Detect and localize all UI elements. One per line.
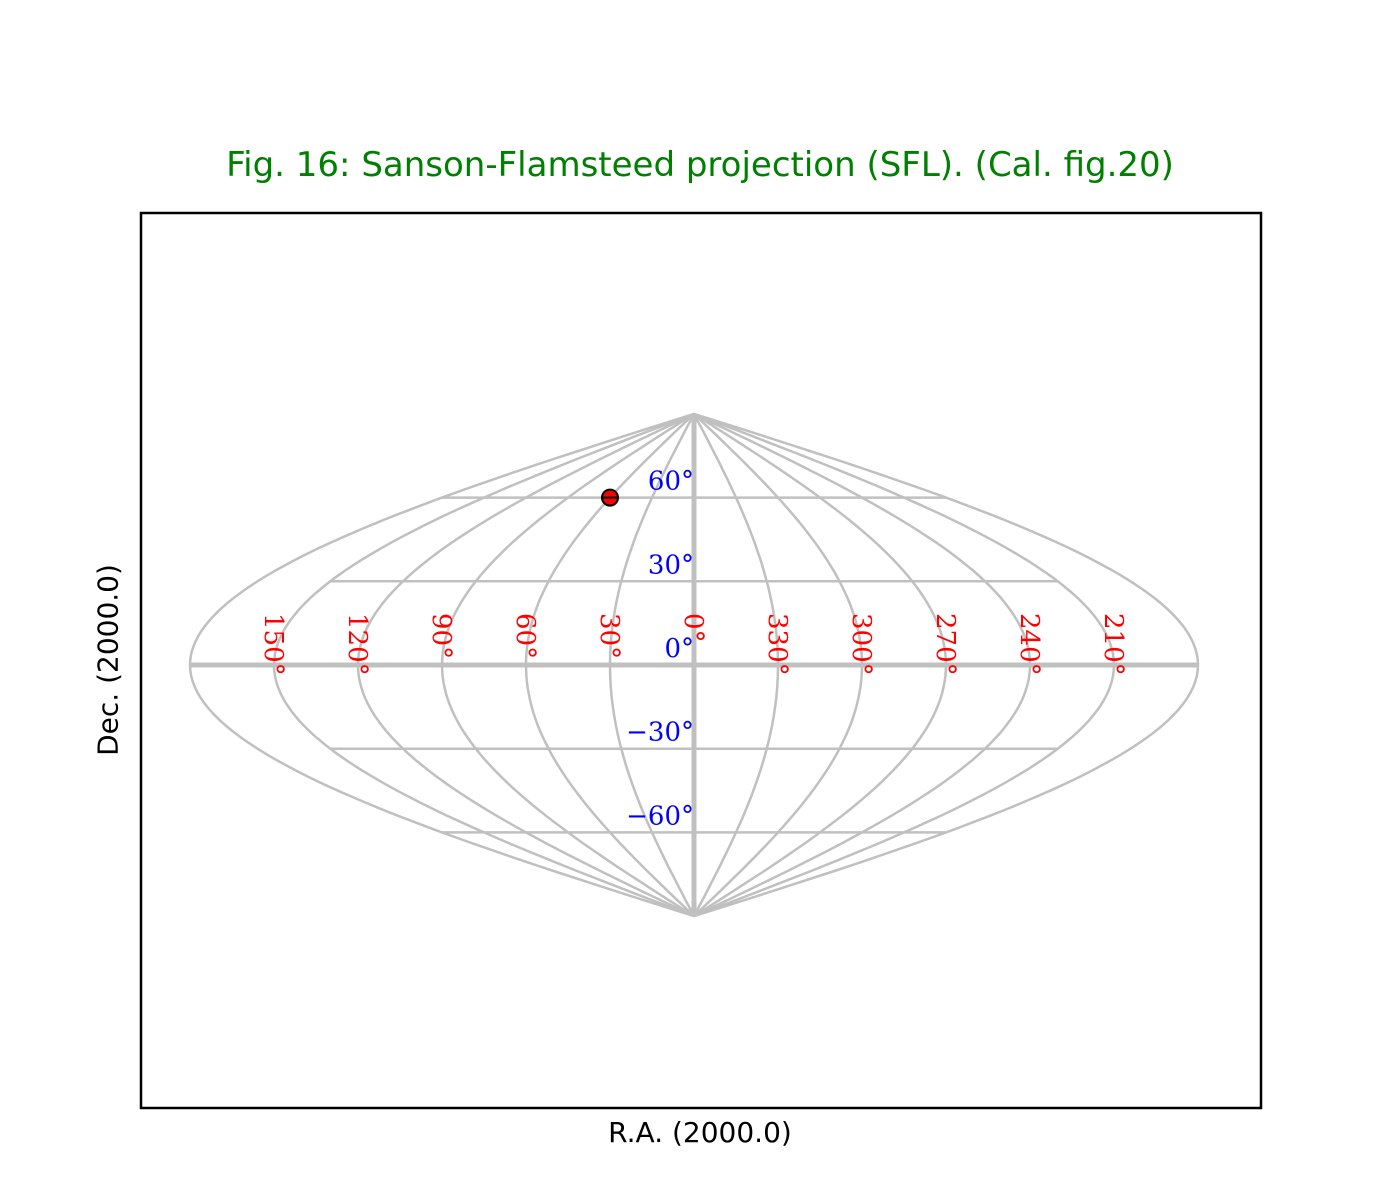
ra-label-60: 60°: [510, 613, 540, 659]
dec-tick-labels: 60° 30° 0° −30° −60°: [626, 467, 694, 832]
ra-tick-labels: 150° 120° 90° 60° 30° 0° 330° 300° 270° 240° 210°: [258, 613, 1128, 676]
ra-label-210: 210°: [1098, 613, 1128, 676]
ra-label-240: 240°: [1014, 613, 1044, 676]
ra-label-90: 90°: [426, 613, 456, 659]
ra-label-270: 270°: [930, 613, 960, 676]
x-axis-label: R.A. (2000.0): [608, 1116, 792, 1149]
ra-label-150: 150°: [258, 613, 288, 676]
ra-label-0: 0°: [678, 613, 708, 643]
axes-frame: [139, 211, 1263, 1110]
y-axis-label: Dec. (2000.0): [91, 564, 125, 756]
ra-label-300: 300°: [846, 613, 876, 676]
dec-label-60: 60°: [648, 467, 694, 497]
dec-label-30: 30°: [648, 550, 694, 580]
dec-label-0: 0°: [664, 634, 694, 664]
ra-label-120: 120°: [342, 613, 372, 676]
ra-label-330: 330°: [762, 613, 792, 676]
graticule: [188, 412, 1200, 918]
dec-label--60: −60°: [626, 801, 694, 831]
ra-label-30: 30°: [594, 613, 624, 659]
dec-label--30: −30°: [626, 718, 694, 748]
data-points: [601, 488, 619, 507]
chart-title: Fig. 16: Sanson-Flamsteed projection (SF…: [226, 145, 1174, 185]
